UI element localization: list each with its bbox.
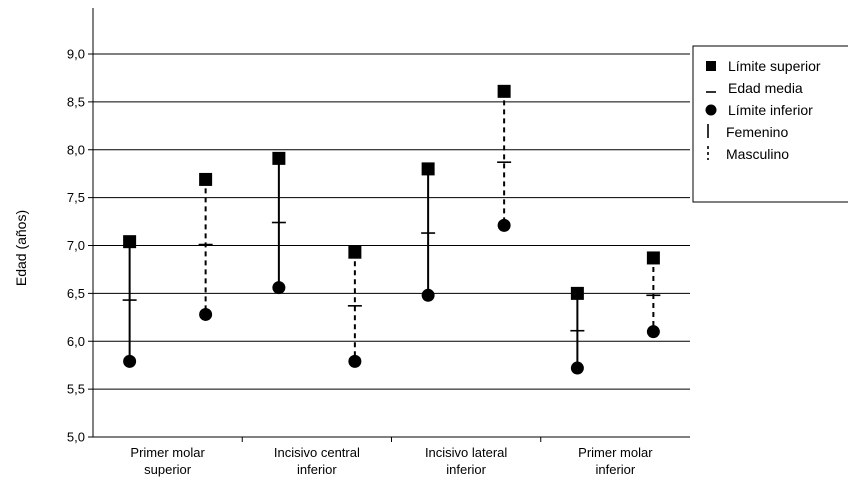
lower-limit-circle-femenino <box>272 281 286 295</box>
y-tick-label: 9,0 <box>67 47 85 62</box>
y-tick-label: 8,0 <box>67 142 85 157</box>
legend-label: Masculino <box>726 146 789 162</box>
lower-limit-circle-femenino <box>123 354 137 368</box>
legend: Límite superior Edad media Límite inferior… <box>692 45 848 203</box>
y-tick-label: 8,5 <box>67 94 85 109</box>
upper-limit-square-femenino <box>123 235 137 249</box>
category-label-line1: Primer molar <box>578 445 653 460</box>
upper-limit-square-femenino <box>421 162 435 176</box>
category-label-line1: Primer molar <box>130 445 205 460</box>
legend-label: Edad media <box>728 80 803 96</box>
upper-limit-square-masculino <box>497 84 511 98</box>
axes <box>88 8 690 442</box>
y-tick-label: 7,5 <box>67 190 85 205</box>
category-label-line1: Incisivo central <box>274 445 360 460</box>
upper-limit-square-masculino <box>646 251 660 265</box>
y-tick-label: 5,0 <box>67 430 85 445</box>
y-tick-label: 7,0 <box>67 238 85 253</box>
upper-limit-square-masculino <box>348 245 362 259</box>
axis-labels: Edad (años) 5,0 5,5 6,0 6,5 7,0 7,5 8,0 8,5 9,0 P… <box>13 47 653 478</box>
series <box>122 84 661 375</box>
lower-limit-circle-masculino <box>199 307 213 321</box>
category-label-line2: superior <box>144 462 192 477</box>
legend-label: Femenino <box>726 124 788 140</box>
upper-limit-square-femenino <box>570 286 584 300</box>
category-label-line2: inferior <box>596 462 636 477</box>
lower-limit-circle-femenino <box>570 361 584 375</box>
y-tick-label: 6,5 <box>67 286 85 301</box>
lower-limit-circle-masculino <box>646 325 660 339</box>
y-axis-label: Edad (años) <box>13 210 29 286</box>
category-label-line1: Incisivo lateral <box>425 445 507 460</box>
upper-limit-square-femenino <box>272 151 286 165</box>
legend-square-icon <box>706 61 716 71</box>
category-label-line2: inferior <box>446 462 486 477</box>
legend-circle-icon <box>705 104 717 116</box>
legend-box <box>692 45 848 203</box>
y-tick-label: 5,5 <box>67 382 85 397</box>
legend-label: Límite superior <box>728 58 821 74</box>
lower-limit-circle-femenino <box>421 288 435 302</box>
upper-limit-square-masculino <box>199 172 213 186</box>
legend-label: Límite inferior <box>728 102 813 118</box>
lower-limit-circle-masculino <box>497 218 511 232</box>
y-tick-label: 6,0 <box>67 334 85 349</box>
lower-limit-circle-masculino <box>348 354 362 368</box>
grid-lines <box>93 53 690 390</box>
category-label-line2: inferior <box>297 462 337 477</box>
